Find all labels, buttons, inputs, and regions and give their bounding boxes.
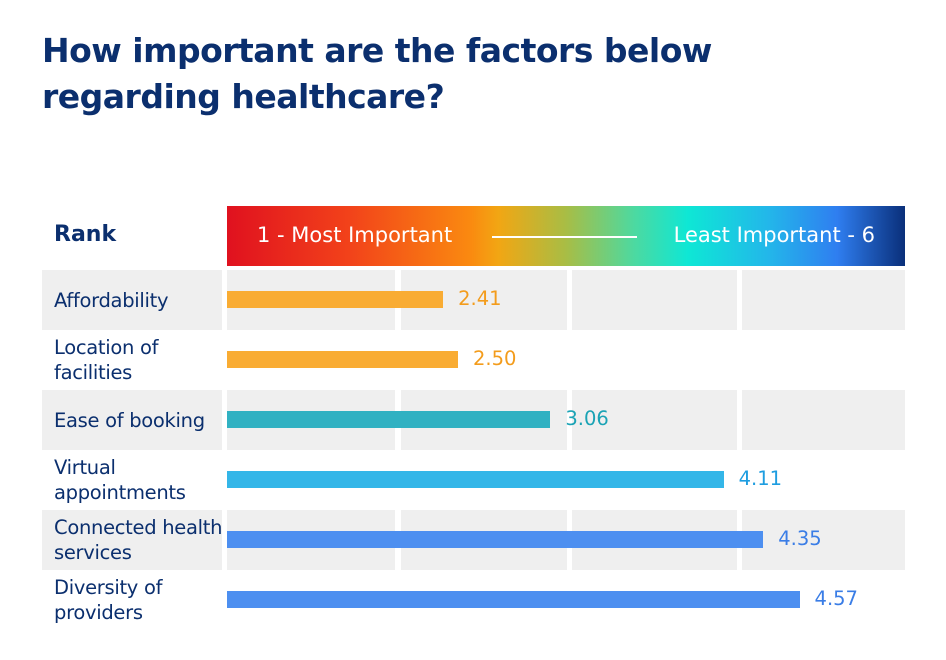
category-label: Virtual appointments xyxy=(54,456,186,504)
row-label-cell xyxy=(42,270,222,330)
category-label: Connected health services xyxy=(54,516,223,564)
value-label: 2.50 xyxy=(473,347,517,370)
bar xyxy=(227,351,458,368)
chart-title: How important are the factors below rega… xyxy=(42,31,712,116)
category-label: Affordability xyxy=(54,288,169,312)
value-label: 4.11 xyxy=(738,467,783,490)
bar xyxy=(227,591,800,608)
row-label-cell xyxy=(42,510,222,570)
grid-cell xyxy=(742,330,905,390)
bar xyxy=(227,411,551,428)
grid-cell xyxy=(572,390,737,450)
chart-row: Diversity of providers 4.57 xyxy=(42,570,905,630)
chart-row: Ease of booking 3.06 xyxy=(42,390,905,450)
chart-row: Connected health services 4.35 xyxy=(42,510,905,570)
grid-cell xyxy=(742,270,905,330)
rank-column-header: Rank xyxy=(54,222,117,247)
importance-scale-header: 1 - Most Important Least Important - 6 xyxy=(227,206,905,266)
scale-least-important-label: Least Important - 6 xyxy=(673,223,875,247)
value-label: 4.35 xyxy=(778,527,822,550)
bar xyxy=(227,291,444,308)
category-label: Location of facilities xyxy=(54,336,159,384)
grid-cell xyxy=(742,510,905,570)
value-label: 4.57 xyxy=(814,587,858,610)
bar xyxy=(227,531,764,548)
grid-cell xyxy=(742,390,905,450)
chart-row: Location of facilities 2.50 xyxy=(42,330,905,390)
scale-most-important-label: 1 - Most Important xyxy=(257,223,453,247)
chart-row: Virtual appointments 4.11 xyxy=(42,450,905,510)
scale-connector-line xyxy=(492,236,637,238)
category-label: Diversity of providers xyxy=(54,576,163,624)
value-label: 2.41 xyxy=(458,287,502,310)
grid-cell xyxy=(572,330,737,390)
grid-cell xyxy=(572,270,737,330)
value-label: 3.06 xyxy=(565,407,609,430)
bar xyxy=(227,471,724,488)
row-label-cell xyxy=(42,390,222,450)
chart-row: Affordability 2.41 xyxy=(42,270,905,330)
category-label: Ease of booking xyxy=(54,408,205,432)
